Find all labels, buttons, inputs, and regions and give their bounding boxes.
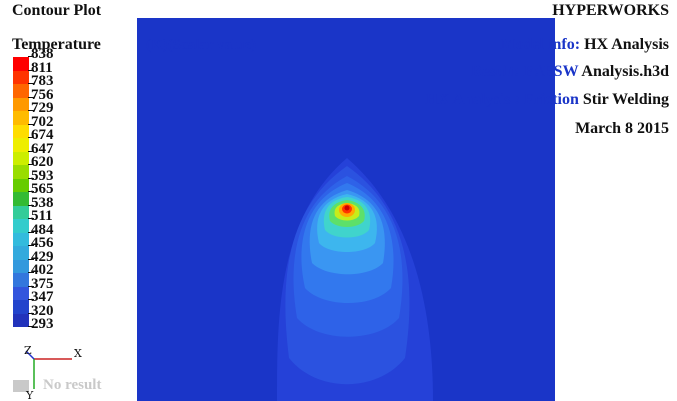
analysis-date: March 8 2015 [575, 120, 669, 137]
legend-swatch [13, 151, 29, 165]
legend-label: 375 [31, 275, 54, 292]
legend-label: 293 [31, 316, 54, 332]
legend-tick [28, 177, 34, 179]
legend-tick [28, 137, 34, 138]
legend-tick [28, 164, 34, 165]
legend-label: 647 [31, 140, 54, 157]
legend-swatch [13, 84, 29, 98]
model-info: Model info: HX Analysis [501, 36, 669, 54]
analysis-info-label: HX Analysis : Friction [425, 91, 579, 108]
legend-tick [28, 123, 34, 125]
model-info-value: HX Analysis [584, 36, 669, 53]
legend-swatch [13, 286, 29, 300]
legend-tick [28, 285, 34, 287]
no-result-label: No result [43, 377, 102, 393]
legend-tick [28, 245, 34, 246]
contour-viewport[interactable] [137, 18, 555, 401]
triad-y-label: Y [25, 389, 34, 401]
legend-swatch [13, 138, 29, 152]
legend-label: 511 [31, 208, 53, 224]
legend-label: 756 [31, 86, 54, 103]
legend-tick [28, 191, 34, 192]
legend-label: 484 [31, 221, 54, 238]
legend-tick [28, 83, 34, 84]
no-result-swatch [13, 380, 29, 392]
plot-subtitle: Temperature [12, 36, 101, 53]
result-info-label: Result: E:\FSW [470, 63, 579, 80]
model-info-label: Model info: [500, 36, 581, 53]
legend-swatch [13, 219, 29, 233]
plot-title: Contour Plot [12, 2, 102, 19]
axis-triad-icon[interactable]: Z X Y [24, 345, 84, 401]
legend-swatch [13, 246, 29, 260]
legend-tick [28, 312, 34, 314]
legend-swatch [13, 70, 29, 84]
legend-label: 783 [31, 73, 54, 89]
legend-tick [28, 96, 34, 98]
contour-peak [344, 205, 350, 211]
legend-swatch [13, 313, 29, 327]
temperature-contour [277, 158, 433, 401]
legend-swatch [13, 124, 29, 138]
legend-tick [28, 326, 34, 327]
legend-swatch [13, 165, 29, 179]
legend-label: 593 [31, 167, 54, 184]
legend-tick [28, 204, 34, 206]
legend-color-bar [13, 57, 29, 327]
triad-x-label: X [74, 347, 82, 360]
legend-label: 347 [31, 289, 54, 305]
legend-label: 620 [31, 154, 54, 170]
analysis-info-value: Stir Welding [582, 91, 669, 108]
legend-tick [28, 218, 34, 219]
legend-swatch [13, 205, 29, 219]
legend-tick [28, 299, 34, 300]
legend-label: 429 [31, 248, 54, 265]
legend-swatch [13, 111, 29, 125]
legend-tick [28, 110, 34, 111]
legend-tick [28, 231, 34, 233]
plot-subtitle-units: (K)(Scalar value) [146, 37, 257, 53]
legend-swatch [13, 232, 29, 246]
legend-label: 674 [31, 127, 54, 143]
legend-swatch [13, 192, 29, 206]
legend-swatch [13, 97, 29, 111]
legend-tick [28, 56, 34, 57]
legend-label: 456 [31, 235, 54, 251]
triad-z-label: Z [24, 345, 32, 357]
legend-tick [28, 272, 34, 273]
legend-label: 565 [31, 181, 54, 197]
legend-tick [28, 258, 34, 260]
legend-label: 702 [31, 113, 54, 130]
legend-label: 402 [31, 262, 54, 278]
legend-swatch [13, 178, 29, 192]
legend-label: 320 [31, 302, 54, 319]
app-name: HYPERWORKS [552, 2, 669, 19]
legend-tick [28, 150, 34, 152]
legend-tick [28, 69, 34, 71]
legend-swatch [13, 259, 29, 273]
result-info-value: Analysis.h3d [581, 63, 669, 80]
legend-label: 811 [31, 59, 53, 76]
legend-swatch [13, 57, 29, 71]
analysis-info: HX Analysis : Friction Stir Welding [426, 91, 669, 109]
result-info: Result: E:\FSW Analysis.h3d [471, 63, 669, 81]
legend-label: 729 [31, 100, 54, 116]
legend-label: 538 [31, 194, 54, 211]
legend-label: 838 [31, 46, 54, 62]
legend-swatch [13, 300, 29, 314]
legend-swatch [13, 273, 29, 287]
